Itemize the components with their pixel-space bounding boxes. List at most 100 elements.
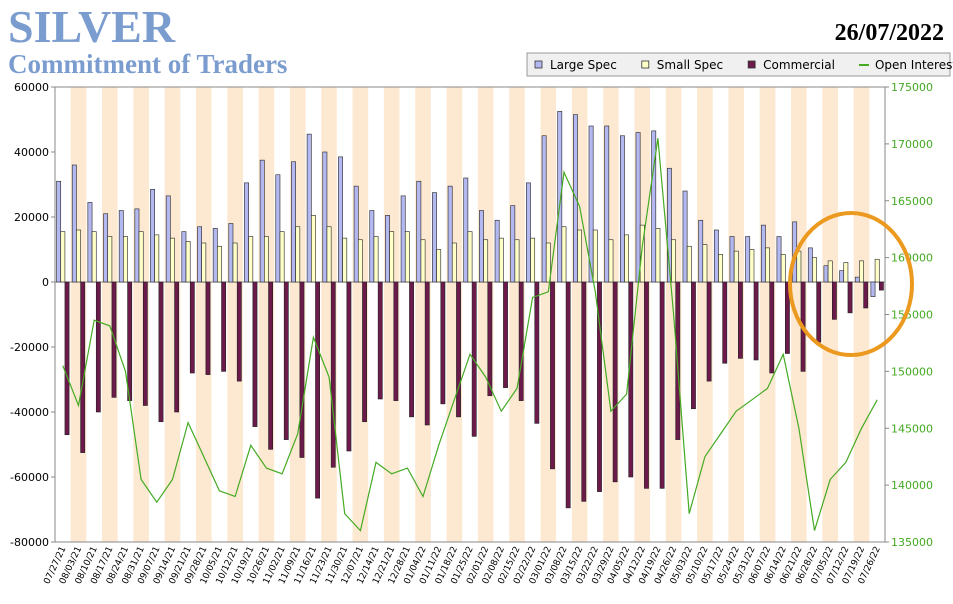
bar	[436, 249, 442, 283]
bar	[315, 281, 320, 499]
bar	[456, 281, 461, 418]
bar	[326, 226, 332, 283]
y-tick-label: -20000	[10, 341, 49, 354]
bar	[463, 177, 469, 283]
bar	[150, 189, 155, 283]
band-stripe	[759, 87, 776, 542]
bar	[659, 281, 665, 489]
bar	[706, 281, 712, 382]
bar	[181, 231, 187, 283]
bar	[776, 236, 782, 283]
bar	[197, 226, 202, 283]
bar	[248, 236, 254, 283]
band-stripe	[822, 87, 839, 542]
bar	[635, 132, 641, 283]
bar	[76, 229, 81, 283]
y-tick-label: 20000	[14, 211, 49, 224]
legend-label: Large Spec	[550, 58, 617, 72]
bar	[236, 281, 242, 382]
bar	[201, 242, 207, 283]
bar	[244, 182, 249, 283]
bar	[494, 219, 500, 283]
bar	[170, 237, 175, 283]
bar	[299, 281, 305, 458]
y2-tick-label: 150000	[891, 365, 933, 378]
bar	[526, 182, 531, 283]
bar	[306, 133, 312, 283]
y2-tick-label: 160000	[891, 252, 933, 265]
bar	[796, 250, 802, 283]
legend-marker	[747, 60, 756, 69]
bar	[118, 210, 124, 283]
band-stripe	[791, 87, 807, 542]
bar	[620, 135, 625, 283]
bar	[291, 161, 296, 283]
bar	[639, 224, 645, 283]
band-stripe	[853, 87, 870, 542]
bar	[103, 213, 109, 283]
bar	[283, 281, 289, 440]
legend-marker	[641, 60, 650, 69]
bar	[686, 245, 692, 283]
bar	[217, 245, 222, 283]
bar	[127, 281, 133, 401]
bar	[64, 281, 70, 436]
bar	[338, 156, 343, 283]
bar	[682, 190, 688, 283]
plot-area: -80000 -60000 -40000 -20000 0 20000 40000 60000…	[10, 81, 933, 586]
band-stripe	[728, 87, 745, 542]
y-tick-label: -60000	[10, 471, 49, 484]
legend-box	[526, 52, 951, 77]
bar	[644, 281, 649, 489]
bar	[259, 159, 265, 283]
bar	[854, 276, 860, 283]
bar	[738, 281, 743, 359]
bar	[702, 244, 708, 283]
bar	[561, 226, 567, 283]
bar	[80, 281, 86, 453]
bar	[487, 281, 493, 397]
bar	[518, 281, 524, 401]
bar	[514, 239, 520, 283]
bar	[346, 281, 352, 452]
bar	[729, 236, 735, 283]
bar	[228, 223, 234, 283]
band-stripe	[195, 87, 212, 542]
legend-label: Small Spec	[657, 58, 723, 72]
bar	[393, 281, 399, 401]
y-tick-label: -40000	[10, 406, 49, 419]
y-tick-label: -80000	[10, 536, 49, 549]
bar	[91, 231, 97, 283]
y-tick-label: 0	[42, 276, 49, 289]
bar	[142, 281, 148, 406]
bar	[471, 281, 477, 437]
bar	[447, 185, 453, 283]
bar	[577, 229, 583, 283]
bar	[557, 111, 563, 283]
bar	[807, 247, 813, 283]
band-stripe	[101, 87, 118, 542]
bar	[498, 237, 504, 283]
bar	[424, 281, 430, 426]
bar	[760, 224, 766, 283]
bar	[87, 202, 93, 283]
bar	[330, 281, 336, 468]
bar	[545, 242, 551, 283]
bar	[722, 281, 728, 364]
bar	[749, 249, 755, 283]
bar	[628, 281, 634, 478]
bar	[362, 281, 367, 423]
bar	[745, 236, 751, 283]
bar	[467, 231, 473, 283]
bar	[816, 281, 822, 343]
band-stripe	[697, 87, 713, 542]
bar	[373, 236, 379, 283]
bar	[295, 226, 301, 283]
bar	[60, 231, 66, 283]
bar	[107, 236, 113, 283]
bar	[878, 281, 884, 291]
y2-tick-label: 170000	[891, 138, 933, 151]
bar	[651, 130, 657, 283]
bar	[550, 281, 555, 470]
bar	[264, 236, 269, 283]
